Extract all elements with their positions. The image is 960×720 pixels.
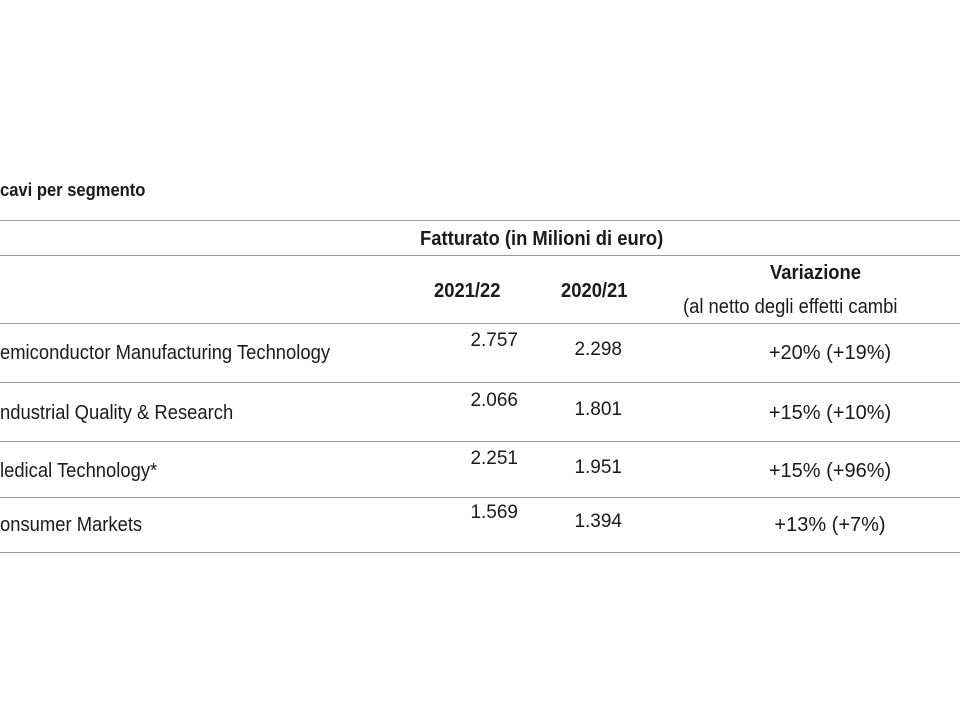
cell-value: 2.066 <box>470 390 518 411</box>
cell-value: 2.757 <box>470 330 518 351</box>
column-header: 2021/22 <box>434 280 501 302</box>
rule <box>0 552 960 553</box>
cell-change: +15% (+10%) <box>768 402 892 424</box>
group-header: Fatturato (in Milioni di euro) <box>420 228 664 250</box>
row-label: emiconductor Manufacturing Technology <box>0 342 331 364</box>
cell-value: 1.394 <box>574 511 622 532</box>
table-title: cavi per segmento <box>0 180 146 200</box>
row-label: ndustrial Quality & Research <box>0 402 234 424</box>
cell-value: 2.298 <box>574 339 622 360</box>
rule <box>0 220 960 221</box>
column-header: Variazione <box>770 262 862 284</box>
rule <box>0 441 960 442</box>
column-subheader: (al netto degli effetti cambi <box>683 296 898 318</box>
cell-change: +13% (+7%) <box>774 514 886 536</box>
row-label: ledical Technology* <box>0 460 158 482</box>
cell-value: 1.569 <box>470 502 518 523</box>
rule <box>0 382 960 383</box>
rule <box>0 323 960 324</box>
cell-value: 1.951 <box>574 457 622 478</box>
rule <box>0 255 960 256</box>
cell-value: 1.801 <box>574 399 622 420</box>
column-header: 2020/21 <box>561 280 628 302</box>
cell-value: 2.251 <box>470 448 518 469</box>
row-label: onsumer Markets <box>0 514 143 536</box>
cell-change: +15% (+96%) <box>768 460 892 482</box>
cell-change: +20% (+19%) <box>768 342 892 364</box>
rule <box>0 497 960 498</box>
